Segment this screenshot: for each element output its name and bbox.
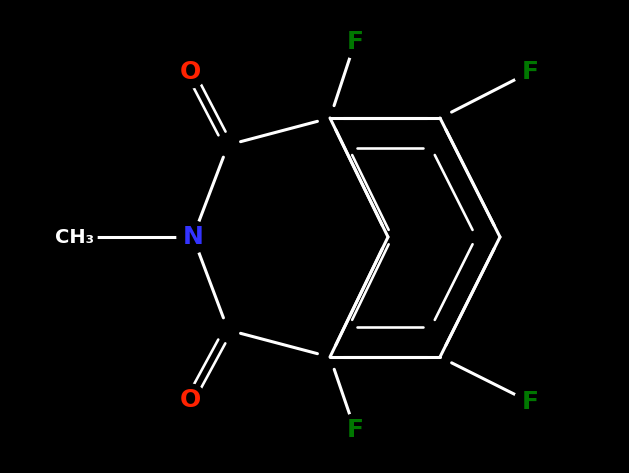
Circle shape bbox=[339, 26, 371, 58]
Circle shape bbox=[53, 215, 97, 259]
Text: O: O bbox=[179, 60, 201, 84]
Circle shape bbox=[174, 384, 206, 416]
Text: F: F bbox=[521, 390, 538, 414]
Text: F: F bbox=[347, 30, 364, 54]
Circle shape bbox=[177, 221, 209, 253]
Text: F: F bbox=[521, 60, 538, 84]
Circle shape bbox=[514, 56, 546, 88]
Text: O: O bbox=[179, 388, 201, 412]
Text: CH₃: CH₃ bbox=[55, 228, 94, 246]
Circle shape bbox=[514, 386, 546, 418]
Circle shape bbox=[339, 414, 371, 446]
Text: F: F bbox=[347, 418, 364, 442]
Text: N: N bbox=[182, 225, 203, 249]
Circle shape bbox=[174, 56, 206, 88]
